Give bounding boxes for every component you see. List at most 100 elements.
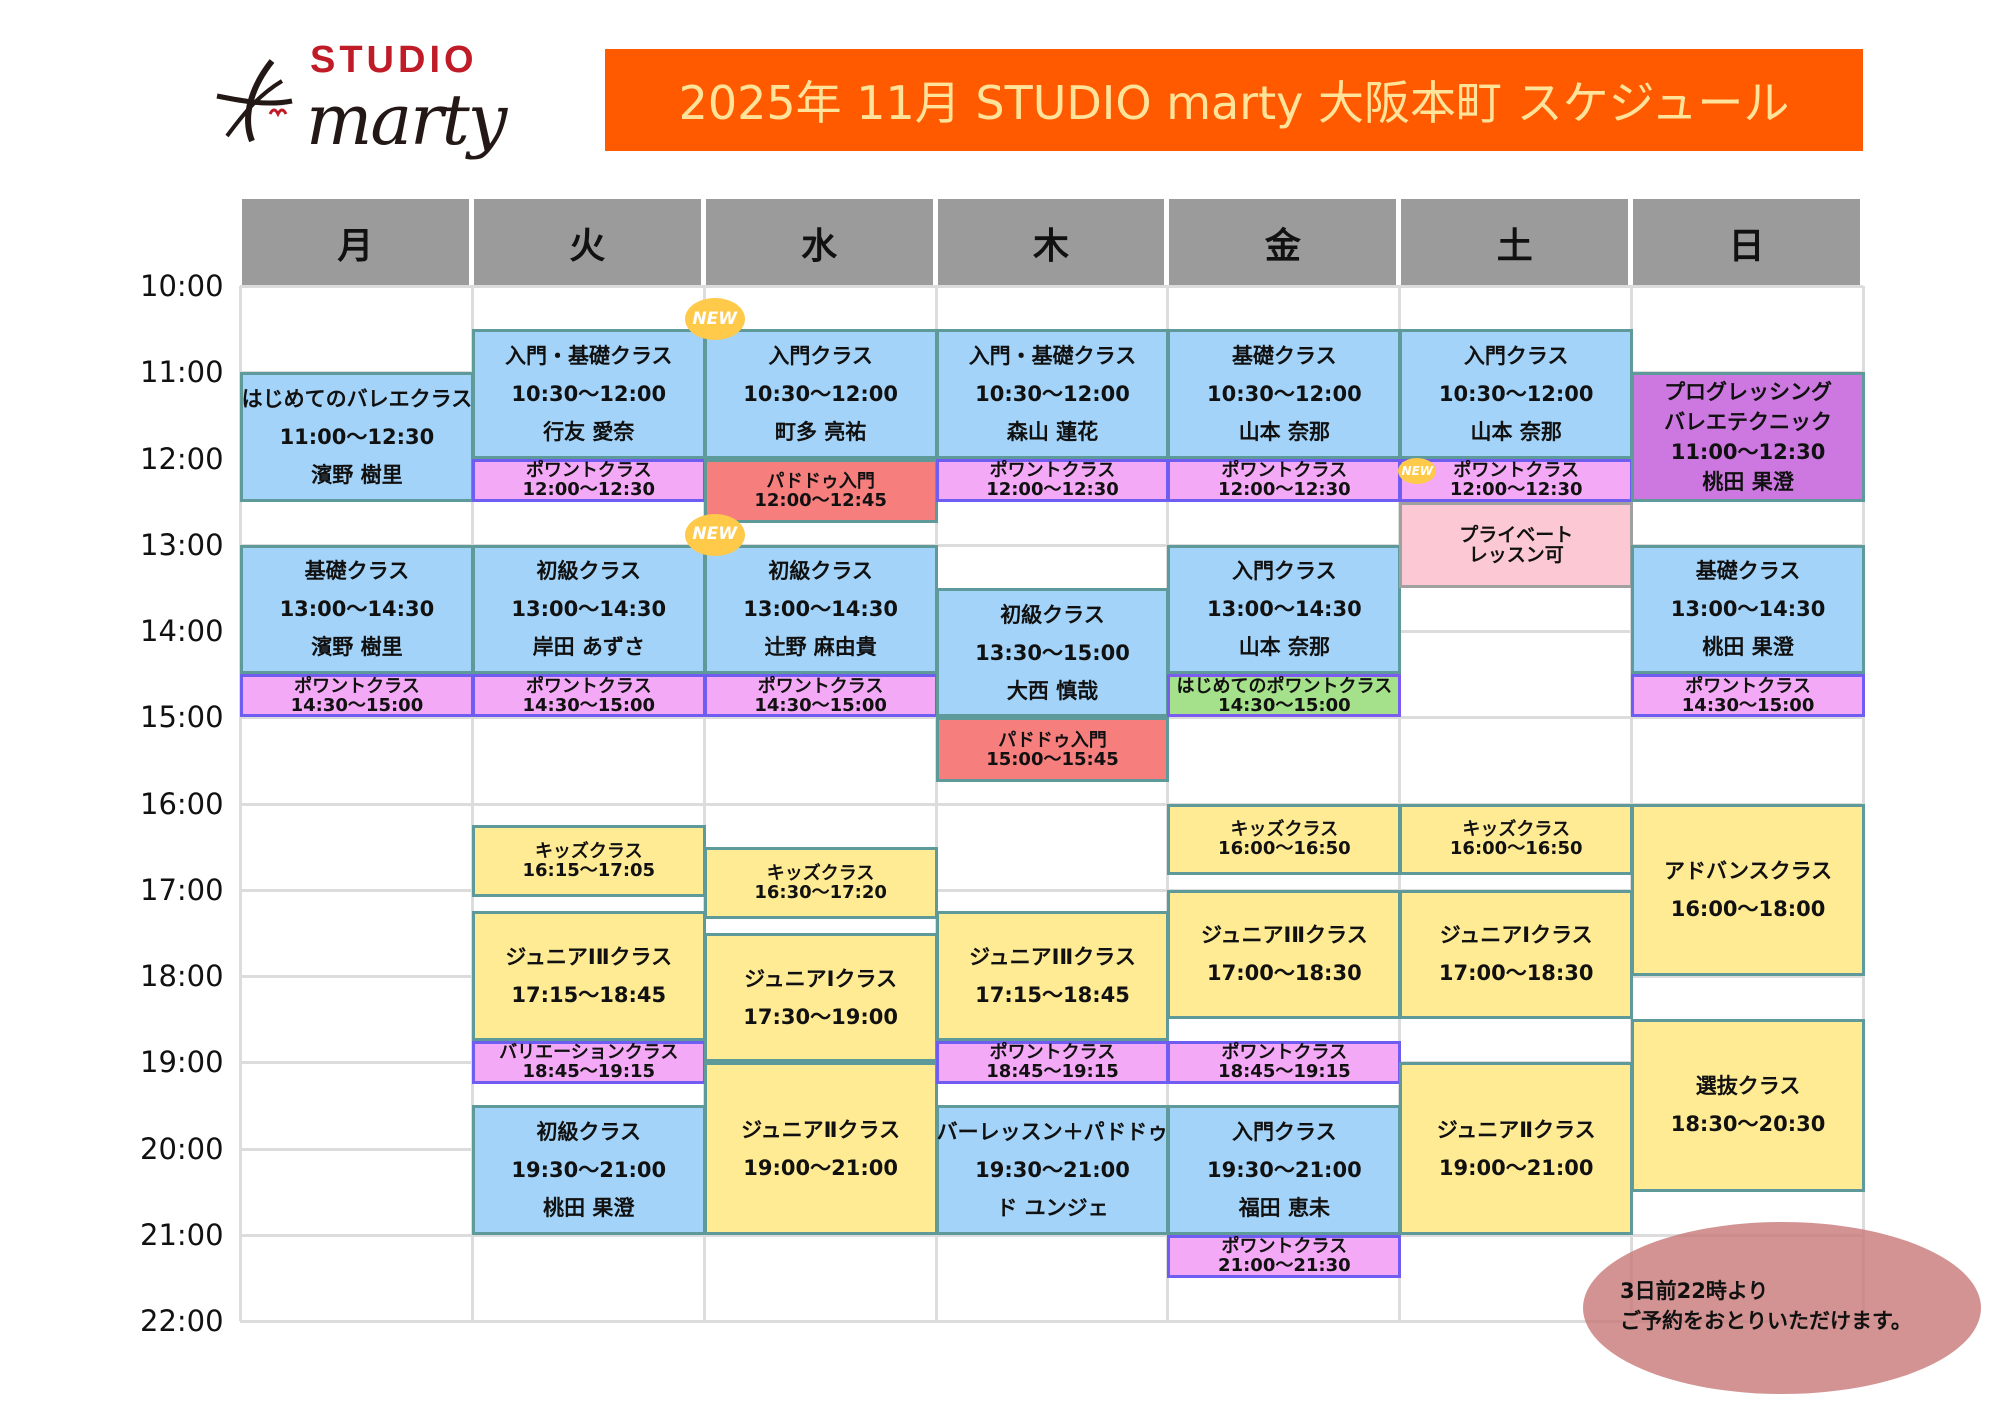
class-detail: 森山 蓮花 <box>1006 419 1099 444</box>
class-block[interactable]: バリエーションクラス 18:45～19:15 <box>471 1040 706 1084</box>
class-time: 15:00～15:45 <box>986 748 1119 770</box>
class-name: キッズクラス <box>534 841 643 862</box>
time-label: 18:00 <box>140 959 224 993</box>
class-block[interactable]: プライベート レッスン可 <box>1399 501 1634 588</box>
class-block[interactable]: ポワントクラス 12:00～12:30 <box>935 458 1170 502</box>
class-name: キッズクラス <box>1462 819 1571 841</box>
class-block[interactable]: ポワントクラス 14:30～15:00 <box>703 674 938 718</box>
class-block[interactable]: ポワントクラス 14:30～15:00 <box>1631 674 1865 718</box>
new-badge-icon: NEW <box>1398 457 1437 484</box>
day-header: 金 <box>1169 199 1397 286</box>
class-name: ポワントクラス <box>1221 1236 1348 1258</box>
class-block[interactable]: ジュニアⅠⅡクラス 17:15～18:45 <box>471 911 706 1041</box>
class-time: 19:00～21:00 <box>1438 1155 1594 1180</box>
class-block[interactable]: 入門クラス 13:00～14:30 山本 奈那 <box>1167 544 1402 675</box>
class-block[interactable]: パドドゥ入門 12:00～12:45 <box>703 458 938 524</box>
class-block[interactable]: アドバンスクラス 16:00～18:00 <box>1631 803 1865 976</box>
class-block[interactable]: 基礎クラス 10:30～12:00 山本 奈那 <box>1167 329 1402 459</box>
time-label: 16:00 <box>140 786 224 821</box>
reservation-note-bubble <box>1583 1222 1981 1394</box>
class-name: ポワントクラス <box>1221 460 1348 482</box>
grid-hour-line <box>240 1233 1863 1237</box>
class-name: ポワントクラス <box>525 675 652 697</box>
day-header: 火 <box>473 199 701 286</box>
class-detail: 行友 愛奈 <box>543 419 635 444</box>
class-block[interactable]: ジュニアⅠⅡクラス 17:00～18:30 <box>1167 889 1402 1020</box>
class-name: 入門クラス <box>1463 343 1569 368</box>
class-block[interactable]: 選抜クラス 18:30～20:30 <box>1631 1019 1865 1192</box>
class-block[interactable]: 初級クラス 13:00～14:30 岸田 あずさ <box>471 544 706 675</box>
class-block[interactable]: ポワントクラス 21:00～21:30 <box>1167 1234 1402 1278</box>
class-block[interactable]: ポワントクラス 12:00～12:30 NEW <box>1398 457 1634 502</box>
class-block[interactable]: ジュニアⅡクラス 19:00～21:00 <box>1399 1062 1634 1235</box>
time-label: 14:00 <box>140 614 224 648</box>
class-block[interactable]: 初級クラス 13:00～14:30 辻野 麻由貴 NEW <box>684 513 938 675</box>
class-block[interactable]: ポワントクラス 14:30～15:00 <box>240 674 474 718</box>
class-name: キッズクラス <box>766 862 875 884</box>
class-block[interactable]: 初級クラス 13:30～15:00 大西 慎哉 <box>935 587 1170 718</box>
class-time: 10:30～12:00 <box>511 381 667 406</box>
class-detail: レッスン可 <box>1468 543 1564 566</box>
time-label: 10:00 <box>140 269 224 303</box>
class-name: 初級クラス <box>768 559 873 584</box>
class-block[interactable]: ジュニアⅠクラス 17:00～18:30 <box>1399 889 1634 1020</box>
class-block[interactable]: はじめてのポワントクラス 14:30～15:00 <box>1167 674 1402 718</box>
day-header: 木 <box>937 199 1165 286</box>
class-name: 基礎クラス <box>1232 343 1337 368</box>
schedule-title-banner: 2025年 11月 STUDIO marty 大阪本町 スケジュール <box>605 49 1863 151</box>
class-time: 13:30～15:00 <box>975 640 1130 665</box>
class-block[interactable]: ポワントクラス 12:00～12:30 <box>1167 458 1402 502</box>
class-block[interactable]: キッズクラス 16:15～17:05 <box>471 825 706 897</box>
class-block[interactable]: キッズクラス 16:00～16:50 <box>1167 803 1402 876</box>
class-block[interactable]: パドドゥ入門 15:00～15:45 <box>935 717 1170 782</box>
class-name: ジュニアⅠⅡクラス <box>969 945 1136 969</box>
schedule-grid: 月火水木金土日はじめてのバレエクラス 11:00～12:30 濱野 樹里 基礎クラス 1… <box>239 199 1865 1323</box>
class-block[interactable]: ポワントクラス 18:45～19:15 <box>935 1040 1170 1084</box>
grid-hour-line <box>240 888 1863 892</box>
class-block[interactable]: ポワントクラス 14:30～15:00 <box>471 674 706 718</box>
class-block[interactable]: 初級クラス 19:30～21:00 桃田 果澄 <box>471 1105 706 1235</box>
class-block[interactable]: 基礎クラス 13:00～14:30 濱野 樹里 <box>240 544 474 675</box>
class-detail: 大西 慎哉 <box>1006 678 1099 703</box>
time-label: 15:00 <box>140 700 224 735</box>
class-block[interactable]: ジュニアⅡクラス 19:00～21:00 <box>703 1062 938 1235</box>
class-name: プライベート <box>1459 523 1574 546</box>
class-block[interactable]: はじめてのバレエクラス 11:00～12:30 濱野 樹里 <box>240 372 474 502</box>
class-block[interactable]: バーレッスン＋パドドゥ 19:30～21:00 ド ユンジェ <box>935 1105 1170 1235</box>
class-name: 初級クラス <box>1000 602 1105 627</box>
class-time: 19:30～21:00 <box>511 1158 667 1183</box>
class-block[interactable]: ポワントクラス 12:00～12:30 <box>471 458 706 502</box>
class-time: 13:00～14:30 <box>1206 597 1362 622</box>
class-block[interactable]: 入門・基礎クラス 10:30～12:00 森山 蓮花 <box>935 329 1170 459</box>
class-name: ポワントクラス <box>989 1042 1116 1064</box>
class-block[interactable]: ジュニアⅠクラス 17:30～19:00 <box>703 932 938 1063</box>
class-block[interactable]: ジュニアⅠⅡクラス 17:15～18:45 <box>935 911 1170 1041</box>
class-time: 14:30～15:00 <box>522 694 656 716</box>
day-header: 月 <box>242 199 469 286</box>
class-time: 14:30～15:00 <box>1218 694 1351 716</box>
class-block[interactable]: 基礎クラス 13:00～14:30 桃田 果澄 <box>1631 544 1865 675</box>
class-time: 18:45～19:15 <box>522 1061 656 1083</box>
class-time: 18:45～19:15 <box>1218 1061 1351 1083</box>
class-detail: 山本 奈那 <box>1238 419 1330 444</box>
time-label: 13:00 <box>140 527 224 562</box>
class-block[interactable]: プログレッシング バレエテクニック 11:00～12:30 桃田 果澄 <box>1631 372 1865 502</box>
class-block[interactable]: 入門クラス 19:30～21:00 福田 恵未 <box>1167 1105 1402 1235</box>
time-label: 17:00 <box>140 872 224 907</box>
schedule-title: 2025年 11月 STUDIO marty 大阪本町 スケジュール <box>678 76 1790 130</box>
class-block[interactable]: ポワントクラス 18:45～19:15 <box>1167 1040 1402 1084</box>
class-name: はじめてのポワントクラス <box>1176 675 1393 697</box>
class-name: ジュニアⅠⅡクラス <box>505 945 673 969</box>
class-time: 12:00～12:30 <box>1218 479 1351 501</box>
studio-marty-logo: STUDIO marty <box>212 40 557 165</box>
class-name: 初級クラス <box>536 559 642 584</box>
class-block[interactable]: 入門・基礎クラス 10:30～12:00 行友 愛奈 <box>471 329 706 459</box>
class-block[interactable]: 入門クラス 10:30～12:00 山本 奈那 <box>1399 329 1634 459</box>
class-time: 18:30～20:30 <box>1670 1112 1826 1137</box>
logo-studio-text: STUDIO <box>310 39 478 81</box>
grid-hour-line <box>240 285 1863 288</box>
class-block[interactable]: キッズクラス 16:00～16:50 <box>1399 803 1634 876</box>
class-block[interactable]: キッズクラス 16:30～17:20 <box>703 846 938 919</box>
class-block[interactable]: 入門クラス 10:30～12:00 町多 亮祐 NEW <box>684 298 938 459</box>
class-time: 16:00～16:50 <box>1218 838 1351 860</box>
